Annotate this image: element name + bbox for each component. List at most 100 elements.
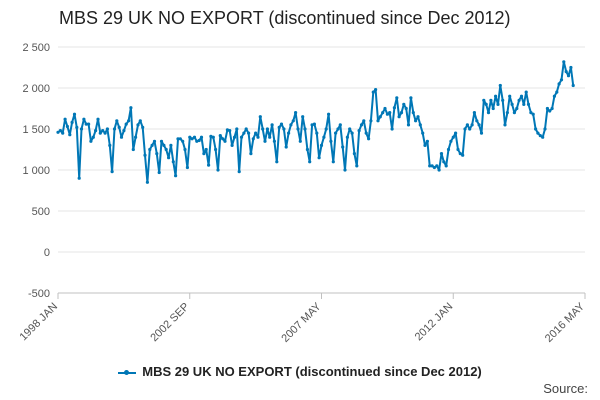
data-point[interactable] [322,135,326,139]
data-point[interactable] [239,135,244,139]
data-point[interactable] [176,137,180,141]
data-point[interactable] [538,134,542,138]
data-point[interactable] [437,168,441,172]
data-point[interactable] [216,168,220,172]
data-point[interactable] [199,135,204,139]
data-point[interactable] [63,117,67,121]
data-point[interactable] [129,106,133,110]
data-point[interactable] [82,117,86,121]
data-point[interactable] [251,137,255,141]
data-point[interactable] [517,98,521,102]
data-point[interactable] [324,127,328,131]
data-point[interactable] [289,123,293,127]
data-point[interactable] [465,123,469,127]
data-point[interactable] [317,156,321,160]
data-point[interactable] [214,147,218,152]
data-point[interactable] [362,119,366,123]
data-point[interactable] [524,90,528,94]
data-point[interactable] [371,90,375,94]
data-point[interactable] [336,127,340,131]
data-point[interactable] [345,135,349,139]
data-point[interactable] [115,119,119,123]
data-point[interactable] [505,111,509,115]
data-point[interactable] [263,139,267,143]
data-point[interactable] [70,120,74,124]
data-point[interactable] [270,123,274,127]
data-point[interactable] [430,164,434,168]
data-point[interactable] [244,127,248,131]
data-point[interactable] [364,131,368,135]
data-point[interactable] [91,135,95,139]
data-point[interactable] [287,131,291,135]
data-point[interactable] [122,129,126,133]
data-point[interactable] [461,153,465,157]
data-point[interactable] [190,137,194,141]
data-point[interactable] [348,127,352,131]
data-point[interactable] [56,130,60,134]
data-point[interactable] [150,143,154,147]
data-point[interactable] [207,163,211,167]
data-point[interactable] [167,156,171,160]
data-point[interactable] [390,127,394,131]
data-point[interactable] [397,115,401,119]
data-point[interactable] [223,139,227,143]
data-point[interactable] [489,98,493,102]
data-point[interactable] [148,147,152,152]
data-point[interactable] [468,127,472,131]
data-point[interactable] [350,131,354,135]
data-point[interactable] [127,119,131,123]
data-point[interactable] [296,127,300,131]
data-point[interactable] [211,135,215,139]
data-point[interactable] [423,143,427,147]
data-point[interactable] [218,134,222,138]
data-point[interactable] [566,74,571,78]
data-point[interactable] [315,131,319,135]
data-point[interactable] [275,160,279,164]
data-point[interactable] [402,102,406,106]
data-point[interactable] [162,143,166,147]
data-point[interactable] [141,125,145,129]
data-point[interactable] [374,88,378,92]
data-point[interactable] [277,125,281,129]
data-point[interactable] [105,127,109,131]
data-point[interactable] [254,131,258,135]
data-point[interactable] [369,119,373,123]
data-point[interactable] [494,94,498,98]
data-point[interactable] [329,139,333,143]
data-point[interactable] [395,96,399,100]
data-point[interactable] [503,123,507,127]
data-point[interactable] [531,112,535,116]
data-point[interactable] [515,106,519,111]
data-point[interactable] [569,65,573,70]
data-point[interactable] [72,112,77,116]
data-point[interactable] [174,174,178,178]
data-point[interactable] [303,127,307,131]
data-point[interactable] [454,131,458,135]
data-point[interactable] [232,135,237,139]
data-point[interactable] [510,102,514,106]
data-point[interactable] [61,131,65,135]
data-point[interactable] [96,117,100,121]
data-point[interactable] [388,111,392,115]
data-point[interactable] [164,147,168,152]
data-point[interactable] [181,139,185,143]
data-point[interactable] [204,147,208,152]
data-point[interactable] [188,135,192,139]
data-point[interactable] [409,96,413,100]
data-point[interactable] [428,164,432,168]
data-point[interactable] [444,164,448,168]
data-point[interactable] [308,160,312,164]
data-point[interactable] [399,111,404,115]
data-point[interactable] [449,139,453,143]
data-point[interactable] [501,98,505,102]
data-point[interactable] [545,106,550,111]
data-point[interactable] [479,131,484,135]
data-point[interactable] [456,147,460,152]
data-point[interactable] [195,139,199,143]
data-point[interactable] [446,147,451,152]
data-point[interactable] [548,109,552,113]
data-point[interactable] [159,139,164,143]
data-point[interactable] [202,152,206,156]
data-point[interactable] [338,123,342,127]
data-point[interactable] [155,152,159,156]
